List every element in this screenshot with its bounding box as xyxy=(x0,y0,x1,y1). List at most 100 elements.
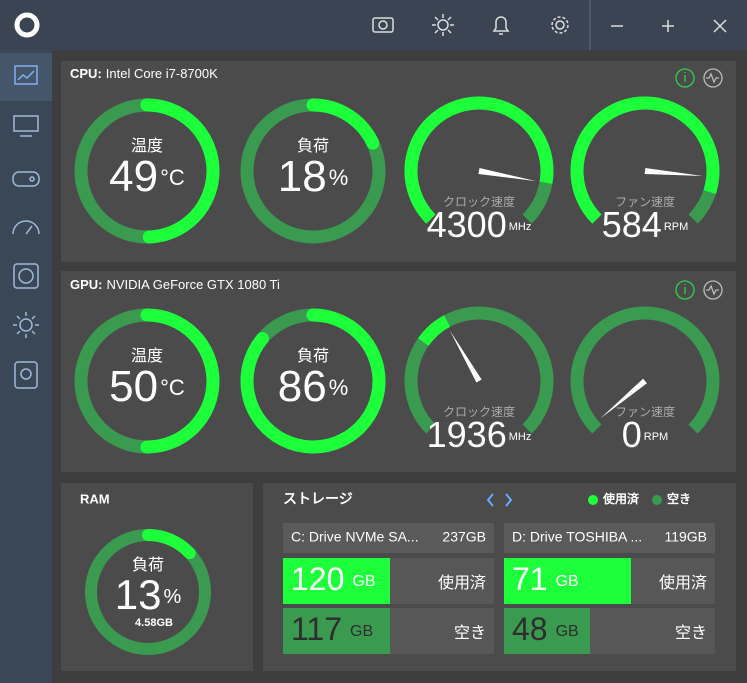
gauge-fill xyxy=(140,308,220,454)
close-button[interactable] xyxy=(713,19,727,33)
dashboard-nav[interactable] xyxy=(14,65,38,85)
unit: % xyxy=(329,375,349,400)
ram-detail: 4.58GB xyxy=(135,617,173,629)
gauge-value: 0 RPM xyxy=(622,414,668,455)
unit: % xyxy=(329,165,349,190)
notification-button[interactable] xyxy=(492,16,510,35)
gauge-value: 18% xyxy=(278,152,349,201)
legend-label: 空き xyxy=(667,491,691,506)
used-bar xyxy=(504,558,631,604)
free-value: 48 GB xyxy=(512,611,579,647)
pc-nav[interactable] xyxy=(13,115,39,137)
value: 13 xyxy=(115,571,162,618)
legend-swatch xyxy=(652,495,662,505)
drive-name: D: Drive TOSHIBA ... xyxy=(512,529,642,545)
dial-needle xyxy=(644,168,703,177)
drive-size: 237GB xyxy=(442,529,486,545)
unit: RPM xyxy=(644,431,668,443)
prev-button[interactable] xyxy=(486,493,494,507)
gauge-label: 温度 xyxy=(131,347,163,365)
dial-fill xyxy=(404,96,554,224)
settings-button[interactable] xyxy=(551,16,569,34)
unit: GB xyxy=(556,623,579,640)
logo[interactable] xyxy=(14,12,40,38)
unit: °C xyxy=(160,375,185,400)
unit: GB xyxy=(350,623,373,640)
gauge-label: 負荷 xyxy=(297,347,329,365)
cooling-nav[interactable] xyxy=(13,263,39,289)
value: 50 xyxy=(109,362,158,411)
value: 584 xyxy=(602,204,662,245)
gauge-value: 49°C xyxy=(109,152,185,201)
info-button[interactable] xyxy=(675,68,695,88)
cpu-name: Intel Core i7-8700K xyxy=(106,66,218,81)
used-label: 使用済 xyxy=(438,574,486,592)
legend-swatch xyxy=(588,495,598,505)
free-label: 空き xyxy=(454,624,486,642)
games-nav[interactable] xyxy=(12,171,40,187)
dial-needle xyxy=(478,168,537,182)
gauge-label: 負荷 xyxy=(297,137,329,155)
dial-track xyxy=(570,306,720,434)
gauge-value: 584 RPM xyxy=(602,204,689,245)
unit: MHz xyxy=(509,431,532,443)
unit: °C xyxy=(160,165,185,190)
unit: RPM xyxy=(664,221,688,233)
drive-size: 119GB xyxy=(664,529,707,545)
value: 48 xyxy=(512,611,548,647)
gauge-value: 86% xyxy=(278,362,349,411)
value: 71 xyxy=(512,561,548,597)
gauge-value: 4300 MHz xyxy=(427,204,532,245)
cpu-label: CPU: xyxy=(70,66,102,81)
used-value: 71 GB xyxy=(512,561,579,597)
camera-button[interactable] xyxy=(372,17,394,33)
dial-fill xyxy=(417,315,451,346)
free-label: 空き xyxy=(675,624,707,642)
gauge-fill xyxy=(240,308,386,454)
gauge-label: 温度 xyxy=(131,137,163,155)
gpu-label: GPU: xyxy=(70,277,103,292)
maximize-button[interactable] xyxy=(662,20,674,32)
value: 117 xyxy=(291,611,342,647)
value: 18 xyxy=(278,152,327,201)
drive-header xyxy=(283,523,494,553)
gauge-value: 1936 MHz xyxy=(427,414,532,455)
dial-fill xyxy=(570,96,720,224)
value: 0 xyxy=(622,414,642,455)
free-bar xyxy=(283,608,390,654)
sidebar xyxy=(0,50,52,683)
unit: MHz xyxy=(509,221,532,233)
used-value: 120 GB xyxy=(291,561,376,597)
graph-button[interactable] xyxy=(703,68,723,88)
unit: GB xyxy=(352,573,375,590)
lighting-nav[interactable] xyxy=(13,312,39,338)
gauge-value: 50°C xyxy=(109,362,185,411)
free-bar xyxy=(504,608,590,654)
value: 1936 xyxy=(427,414,507,455)
gauge-label: クロック速度 xyxy=(443,194,515,209)
graph-button[interactable] xyxy=(703,280,723,300)
gauge-label: ファン速度 xyxy=(615,404,675,419)
dial-needle xyxy=(450,330,482,383)
brightness-button[interactable] xyxy=(432,14,454,36)
info-button[interactable] xyxy=(675,280,695,300)
dial-track xyxy=(404,306,554,434)
gauge-value: 13% xyxy=(115,571,182,618)
audio-nav[interactable] xyxy=(14,361,38,389)
overclock-nav[interactable] xyxy=(12,220,40,235)
storage-title: ストレージ xyxy=(283,491,353,507)
ram-title: RAM xyxy=(80,491,110,506)
gpu-name: NVIDIA GeForce GTX 1080 Ti xyxy=(107,277,281,292)
gauge-fill xyxy=(142,529,196,560)
value: 120 xyxy=(291,561,344,597)
value: 49 xyxy=(109,152,158,201)
unit: % xyxy=(163,586,181,608)
value: 86 xyxy=(278,362,327,411)
gauge-label: クロック速度 xyxy=(443,404,515,419)
next-button[interactable] xyxy=(505,493,513,507)
dial-needle xyxy=(600,378,647,419)
gauge-fill xyxy=(306,98,380,150)
cpu-title: CPU: Intel Core i7-8700K xyxy=(70,66,218,81)
gauge-fill xyxy=(140,98,220,244)
